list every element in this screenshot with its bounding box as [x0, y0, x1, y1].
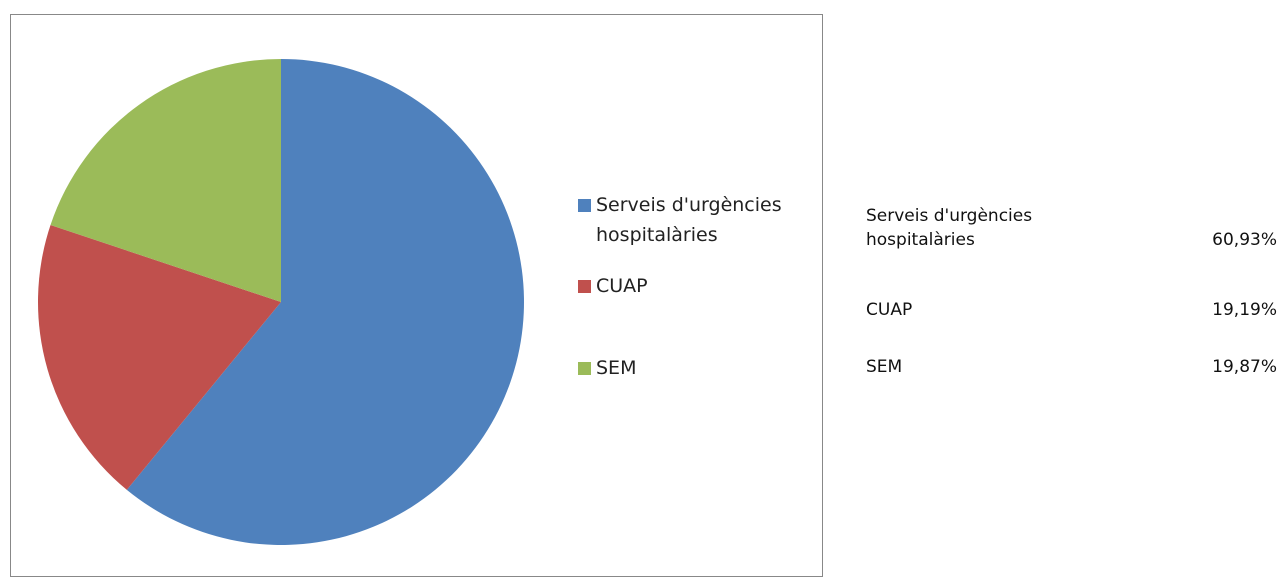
legend-swatch	[578, 362, 591, 375]
legend-swatch	[578, 280, 591, 293]
chart	[37, 59, 524, 545]
table-label: SEM	[866, 357, 903, 377]
pie-slice	[50, 59, 281, 302]
pie-slice	[37, 225, 281, 490]
table-label: Serveis d'urgències hospitalàries	[866, 206, 1033, 250]
legend-label: Serveis d'urgències hospitalàries	[596, 194, 782, 246]
legend-label: CUAP	[596, 275, 648, 297]
chart-frame	[10, 14, 823, 577]
table-value: 19,19%	[1212, 300, 1277, 320]
table-value: 19,87%	[1212, 357, 1277, 377]
legend-swatch	[578, 199, 591, 212]
table-label: CUAP	[866, 300, 913, 320]
legend-label: SEM	[596, 357, 637, 379]
table-value: 60,93%	[1212, 230, 1277, 250]
pie-slice	[126, 59, 524, 545]
